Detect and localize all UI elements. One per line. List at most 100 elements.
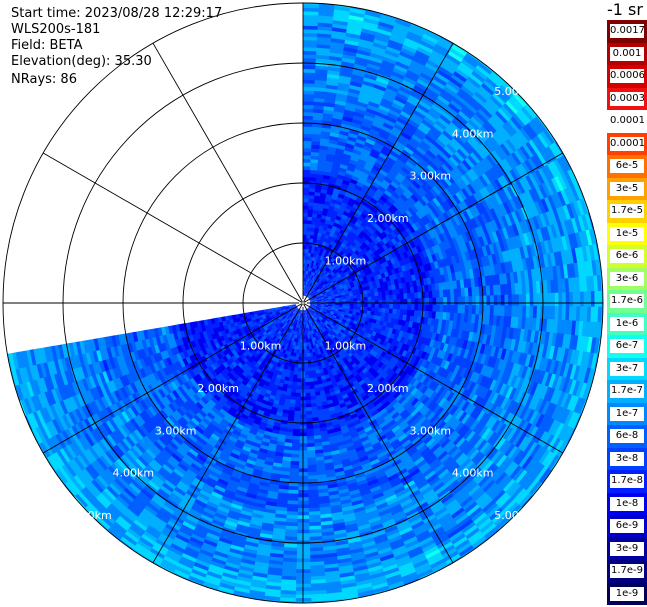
range-gate-cell — [448, 238, 456, 249]
range-gate-cell — [448, 417, 459, 429]
range-gate-cell — [540, 241, 548, 256]
range-gate-cell — [388, 343, 395, 351]
range-gate-cell — [522, 125, 536, 141]
range-gate-cell — [315, 286, 319, 291]
range-gate-cell — [343, 314, 349, 319]
range-gate-cell — [463, 313, 469, 324]
range-gate-cell — [316, 314, 320, 319]
range-gate-cell — [466, 404, 477, 417]
range-gate-cell — [504, 294, 509, 307]
range-gate-cell — [505, 156, 517, 171]
range-gate-cell — [543, 434, 555, 451]
range-gate-cell — [488, 232, 497, 245]
range-gate-cell — [309, 305, 314, 307]
range-gate-cell — [429, 81, 445, 93]
range-gate-cell — [502, 478, 516, 494]
range-gate-cell — [549, 389, 560, 405]
range-gate-cell — [417, 310, 423, 318]
range-gate-cell — [573, 350, 581, 367]
range-gate-cell — [472, 395, 482, 408]
range-gate-cell — [407, 217, 416, 226]
range-gate-cell — [446, 461, 459, 473]
range-gate-cell — [518, 406, 529, 421]
range-gate-cell — [356, 49, 372, 57]
range-gate-cell — [481, 234, 490, 247]
range-gate-cell — [367, 59, 383, 68]
range-gate-cell — [392, 294, 398, 300]
range-gate-cell — [406, 287, 412, 294]
range-gate-cell — [346, 98, 359, 106]
range-gate-cell — [363, 17, 381, 26]
range-gate-cell — [324, 288, 330, 292]
range-gate-cell — [392, 358, 400, 367]
range-gate-cell — [520, 474, 534, 490]
range-gate-cell — [419, 157, 431, 168]
range-gate-cell — [569, 396, 580, 413]
range-gate-cell — [547, 403, 558, 420]
range-gate-cell — [499, 396, 510, 411]
range-gate-cell — [408, 196, 417, 206]
range-gate-cell — [515, 419, 527, 434]
range-gate-cell — [312, 119, 324, 125]
range-gate-cell — [406, 292, 412, 300]
range-gate-cell — [413, 363, 422, 373]
range-gate-cell — [394, 64, 409, 74]
range-gate-cell — [546, 279, 552, 295]
range-gate-cell — [553, 251, 561, 267]
range-gate-cell — [358, 38, 375, 47]
range-gate-cell — [348, 132, 359, 139]
range-gate-cell — [385, 241, 392, 250]
range-gate-cell — [400, 131, 413, 141]
range-gate-cell — [547, 179, 559, 195]
range-gate-cell — [303, 50, 318, 55]
range-gate-cell — [303, 248, 307, 253]
range-gate-cell — [386, 84, 400, 94]
range-gate-cell — [348, 181, 357, 189]
range-gate-cell — [433, 141, 445, 152]
range-gate-cell — [316, 265, 320, 271]
range-gate-cell — [509, 375, 519, 389]
range-gate-cell — [449, 405, 459, 417]
range-gate-cell — [374, 303, 380, 309]
range-gate-cell — [527, 426, 539, 442]
range-gate-cell — [314, 272, 319, 278]
range-gate-cell — [373, 287, 379, 293]
range-gate-cell — [484, 415, 495, 429]
range-gate-cell — [450, 288, 455, 298]
range-gate-cell — [434, 384, 443, 395]
range-gate-cell — [455, 113, 469, 126]
range-gate-cell — [438, 233, 446, 244]
range-gate-cell — [447, 79, 462, 92]
range-gate-cell — [552, 208, 562, 225]
range-gate-cell — [449, 183, 460, 195]
range-gate-cell — [321, 283, 327, 288]
range-gate-cell — [406, 309, 412, 317]
range-gate-cell — [463, 198, 474, 210]
range-gate-cell — [373, 311, 379, 317]
range-gate-cell — [402, 401, 412, 411]
range-gate-cell — [355, 164, 365, 172]
range-gate-cell — [534, 200, 544, 216]
range-gate-cell — [420, 359, 428, 368]
range-gate-cell — [373, 203, 382, 212]
range-gate-cell — [377, 291, 383, 297]
range-gate-cell — [341, 57, 357, 64]
range-gate-cell — [505, 100, 520, 115]
range-gate-cell — [503, 398, 513, 412]
range-gate-cell — [502, 140, 515, 156]
range-gate-cell — [382, 94, 396, 104]
range-gate-cell — [556, 391, 566, 408]
range-gate-cell — [414, 81, 430, 92]
range-gate-cell — [393, 235, 401, 244]
range-gate-cell — [572, 200, 583, 218]
range-gate-cell — [491, 132, 504, 147]
range-gate-cell — [378, 258, 385, 265]
range-gate-cell — [370, 148, 382, 157]
range-gate-cell — [415, 229, 423, 238]
range-gate-cell — [307, 223, 312, 228]
range-gate-cell — [333, 16, 350, 23]
range-gate-cell — [323, 295, 328, 298]
range-gate-cell — [536, 384, 546, 400]
range-gate-cell — [313, 312, 318, 316]
range-gate-cell — [436, 450, 449, 462]
